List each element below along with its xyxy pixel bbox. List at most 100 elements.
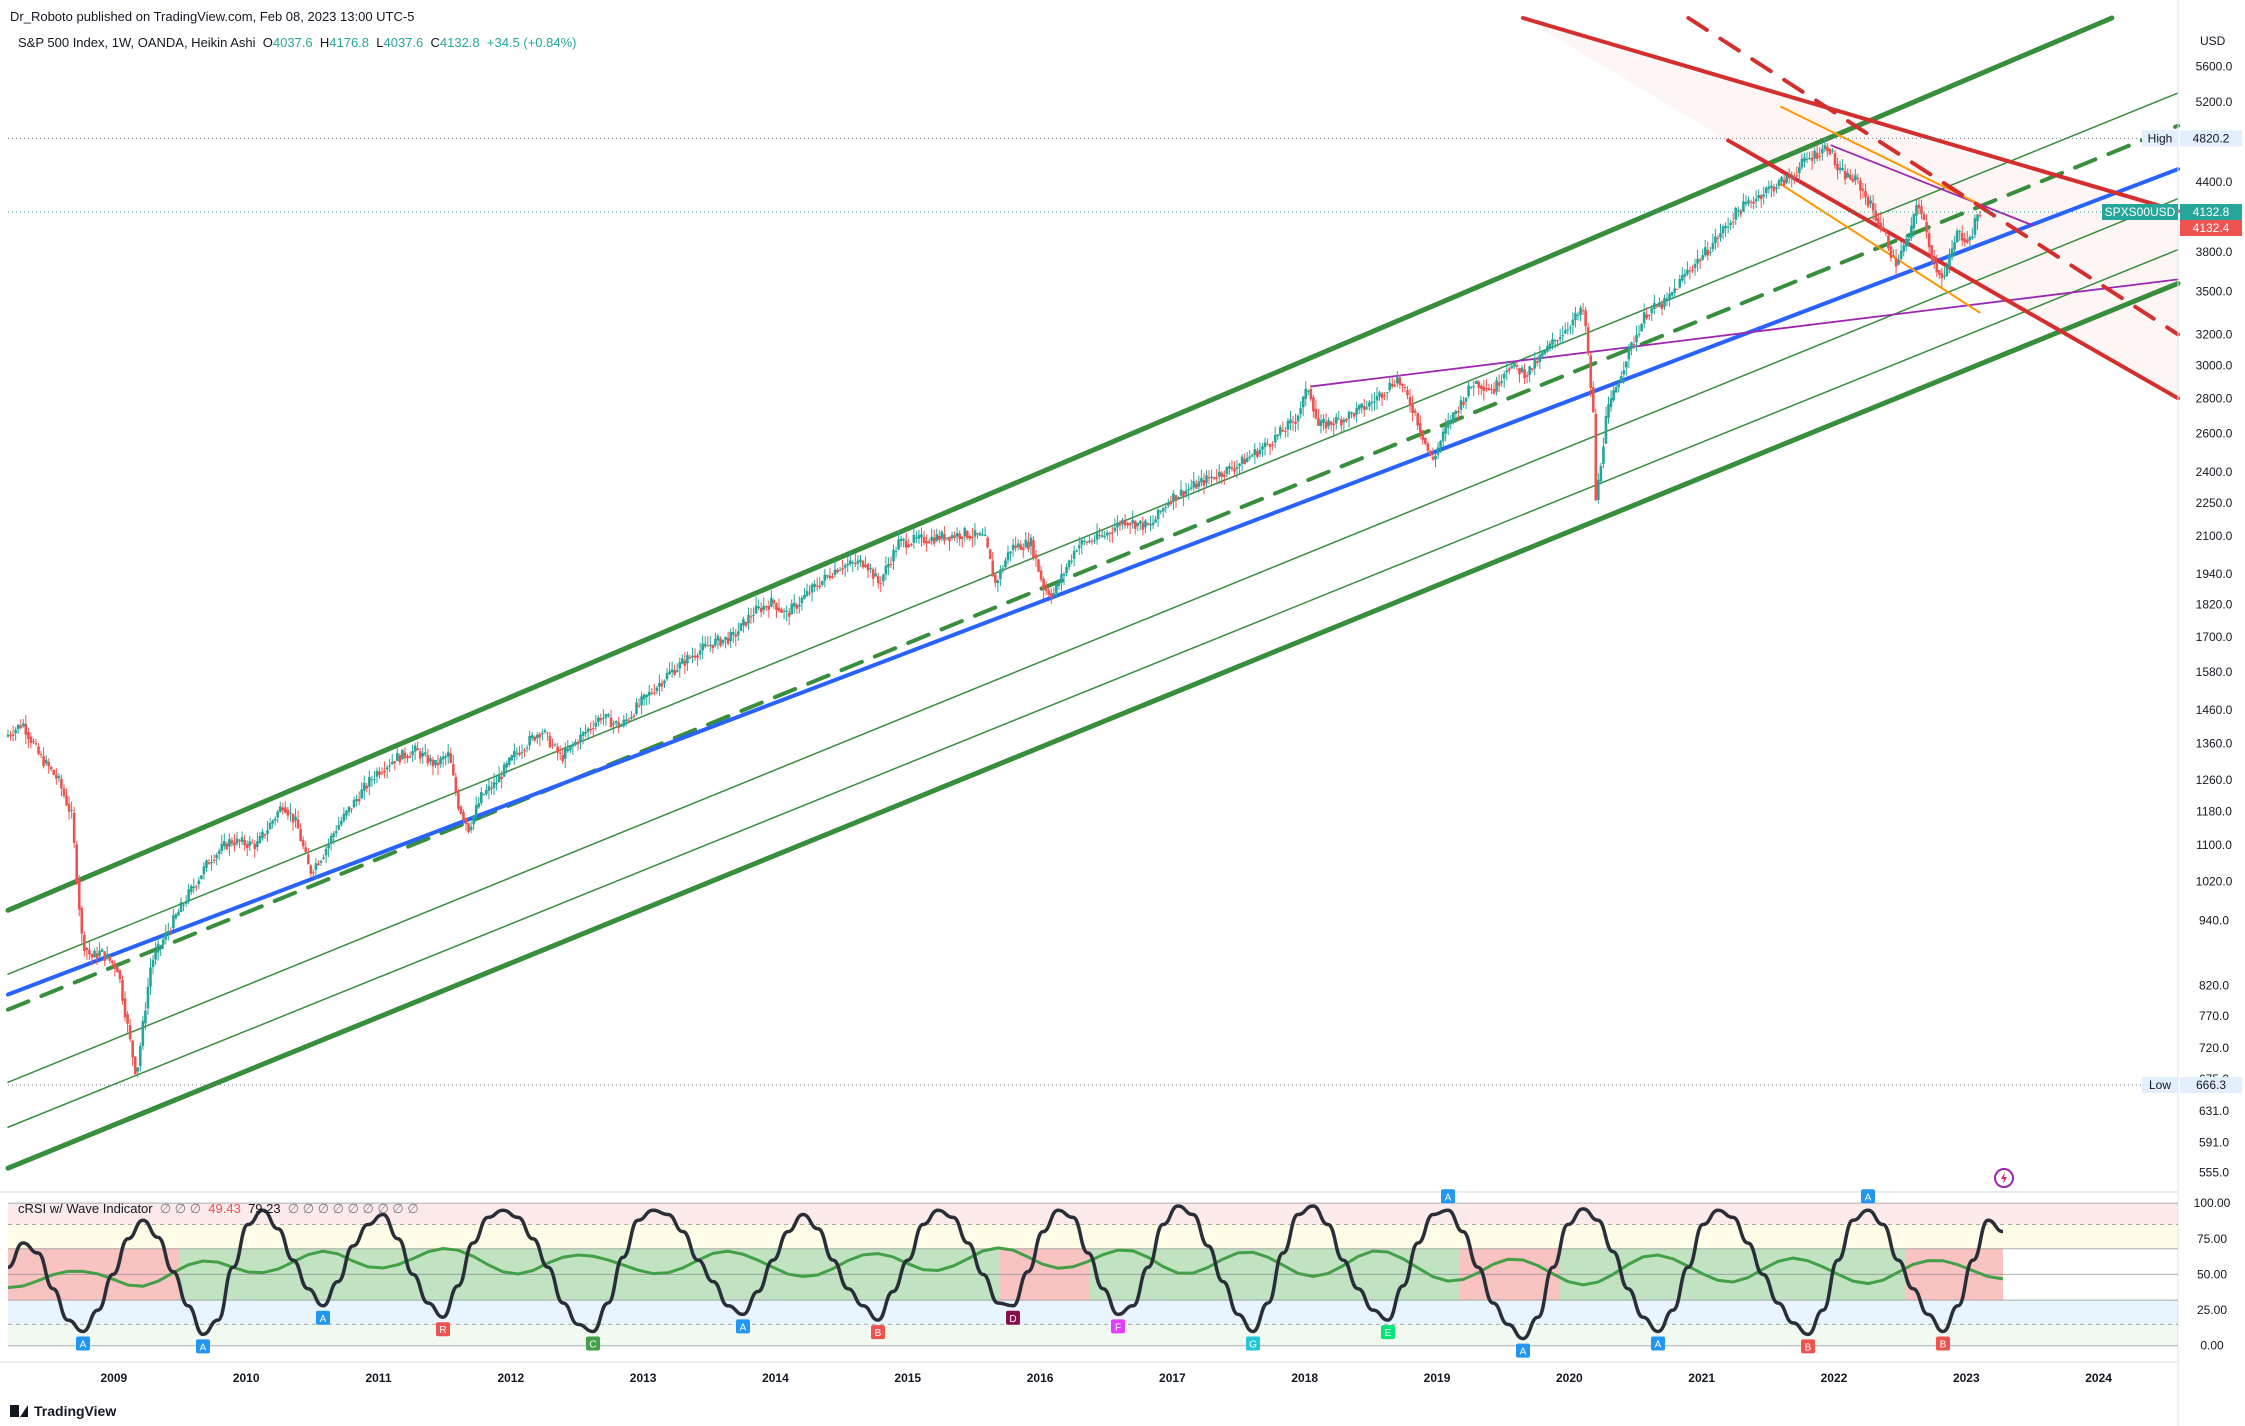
candle-body xyxy=(736,631,740,636)
candle-body xyxy=(1625,361,1628,368)
time-axis[interactable]: 2009 2010 2011 2012 2013 2014 2015 2016 2017 2018… xyxy=(0,1361,2178,1385)
candle-body xyxy=(235,838,239,844)
candle-body xyxy=(1762,194,1766,197)
candle-body xyxy=(1492,389,1496,394)
candle-body xyxy=(1037,559,1040,572)
alt-price-label-box xyxy=(2180,220,2242,237)
candle-body xyxy=(1889,246,1893,259)
candle-body xyxy=(1828,148,1832,155)
candle-body xyxy=(355,798,358,802)
candle-body xyxy=(838,569,842,571)
candle-body xyxy=(472,815,475,825)
signal-marker xyxy=(586,1336,600,1351)
candle-body xyxy=(670,669,674,673)
time-tick-label: 2019 xyxy=(1424,1371,1451,1385)
oscillator-pane[interactable]: A A A R C A B D F G E A A A B A B 100.00 75.00 50.00 25.00 0… xyxy=(7,1189,2231,1358)
candle-body xyxy=(635,702,638,714)
candle-body xyxy=(1479,385,1483,389)
candle-body xyxy=(879,583,883,585)
candle-body xyxy=(62,788,66,796)
axis-currency-label: USD xyxy=(2200,34,2226,48)
candle-body xyxy=(429,758,432,762)
candle-body xyxy=(1421,430,1425,440)
main-pane[interactable] xyxy=(5,15,2181,1171)
candle-body xyxy=(1080,540,1084,545)
candle-body xyxy=(1057,583,1061,587)
high-label-box xyxy=(2180,130,2242,147)
candle-body xyxy=(1520,367,1524,373)
oscillator-legend[interactable]: cRSI w/ Wave Indicator ∅ ∅ ∅ 49.43 79.23… xyxy=(18,1201,419,1217)
candle-body xyxy=(332,833,336,838)
candle-body xyxy=(831,576,834,578)
time-tick-label: 2017 xyxy=(1159,1371,1186,1385)
price-tick-label: 3500.0 xyxy=(2196,285,2233,299)
high-value: 4176.8 xyxy=(329,35,370,50)
candle-body xyxy=(1426,443,1430,451)
candle-body xyxy=(1253,449,1257,455)
candle-body xyxy=(1660,304,1664,309)
candle-body xyxy=(1915,205,1918,216)
candle-body xyxy=(1179,489,1183,496)
candle-body xyxy=(108,956,112,961)
candle-body xyxy=(749,616,753,618)
candle-body xyxy=(164,932,168,940)
candle-body xyxy=(1591,387,1595,413)
candle-body xyxy=(1105,532,1109,536)
symbol-legend[interactable]: S&P 500 Index, 1W, OANDA, Heikin Ashi O4… xyxy=(18,35,577,50)
candle-body xyxy=(1195,483,1198,489)
candle-body xyxy=(1266,444,1269,446)
candle-body xyxy=(1711,242,1715,250)
candle-body xyxy=(551,744,554,746)
candle-body xyxy=(495,783,498,785)
candle-body xyxy=(836,569,839,573)
candle-body xyxy=(345,810,348,816)
candle-body xyxy=(1772,186,1776,192)
signal-marker xyxy=(436,1322,450,1337)
candle-body xyxy=(1146,523,1150,525)
candle-body xyxy=(258,836,262,843)
candle-body xyxy=(1049,592,1053,598)
candle-body xyxy=(647,691,651,696)
candle-body xyxy=(617,722,620,728)
candle-body xyxy=(1675,288,1679,290)
oscillator-tick-label: 75.00 xyxy=(2197,1232,2227,1246)
candle-body xyxy=(645,694,648,697)
price-axis[interactable]: USD 5600.05200.04400.04000.03800.03500.0… xyxy=(2102,0,2242,1426)
candle-body xyxy=(34,743,38,745)
signal-marker-label: B xyxy=(1940,1339,1947,1350)
candle-body xyxy=(1894,258,1898,267)
signal-marker xyxy=(1381,1325,1395,1340)
oscillator-name[interactable]: cRSI w/ Wave Indicator xyxy=(18,1201,153,1216)
candle-body xyxy=(708,644,712,646)
footer-brand[interactable]: TradingView xyxy=(10,1403,116,1419)
candle-body xyxy=(1289,419,1292,424)
candle-body xyxy=(716,635,720,641)
candle-body xyxy=(1210,476,1213,479)
candle-body xyxy=(1169,501,1173,505)
candle-body xyxy=(373,778,376,780)
flash-icon[interactable] xyxy=(1994,1168,2014,1188)
candle-body xyxy=(1268,444,1272,448)
close-value: 4132.8 xyxy=(439,35,480,50)
symbol-name[interactable]: S&P 500 Index, 1W, OANDA, Heikin Ashi xyxy=(18,35,256,50)
candle-body xyxy=(1047,590,1051,595)
symbol-price-label-tag-box xyxy=(2102,204,2178,221)
candle-body xyxy=(1352,413,1356,417)
candle-body xyxy=(986,537,989,548)
price-tick-label: 1580.0 xyxy=(2196,665,2233,679)
candle-body xyxy=(1113,527,1117,532)
candle-body xyxy=(973,530,977,537)
candle-body xyxy=(940,531,944,539)
candle-body xyxy=(1477,381,1481,388)
candle-body xyxy=(477,803,481,808)
candle-body xyxy=(823,574,827,581)
blue-trend-line xyxy=(6,167,2180,997)
candle-body xyxy=(810,584,814,593)
purple-trend-line xyxy=(1830,144,2034,227)
candle-body xyxy=(393,761,397,764)
candle-body xyxy=(1663,297,1666,307)
trendline-drawings[interactable] xyxy=(5,15,2181,1171)
price-tick-label: 720.0 xyxy=(2199,1041,2229,1055)
candle-body xyxy=(754,605,758,614)
